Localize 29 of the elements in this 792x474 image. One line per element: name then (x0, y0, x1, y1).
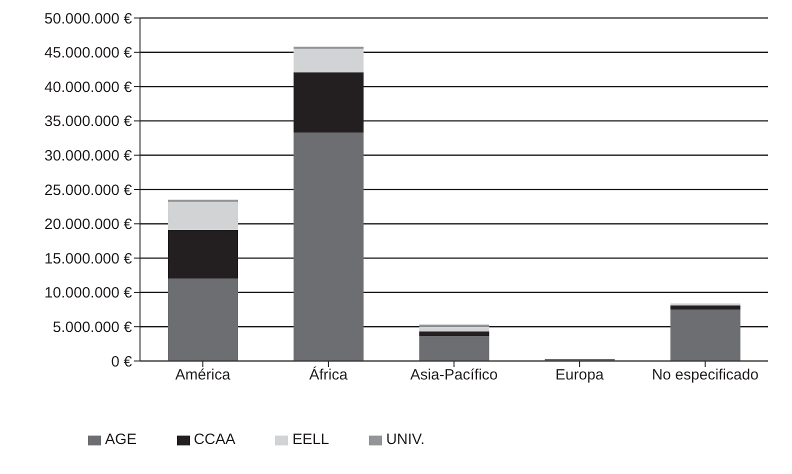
bar (419, 336, 490, 361)
bar (419, 326, 490, 332)
x-tick-label: África (309, 366, 348, 384)
bar (168, 202, 238, 230)
y-tick-label: 15.000.000 € (44, 250, 133, 268)
y-tick-label: 5.000.000 € (52, 319, 133, 336)
bar (419, 332, 490, 336)
bar (670, 305, 740, 310)
legend-label: EELL (292, 431, 330, 448)
x-tick-label: América (175, 366, 231, 384)
legend-label: AGE (105, 431, 137, 448)
x-tick-label: No especificado (652, 366, 759, 384)
y-tick-label: 50.000.000 € (44, 10, 133, 28)
bar (294, 132, 364, 361)
legend-label: CCAA (194, 431, 236, 448)
y-tick-label: 30.000.000 € (44, 148, 133, 165)
bar (294, 48, 364, 72)
y-tick-label: 10.000.000 € (44, 284, 133, 302)
bar (670, 310, 740, 361)
x-tick-label: Europa (555, 366, 604, 384)
x-tick-label: Asia-Pacífico (410, 366, 498, 384)
y-tick-label: 20.000.000 € (44, 216, 133, 234)
legend-label: UNIV. (386, 431, 425, 448)
y-tick-label: 25.000.000 € (44, 182, 133, 199)
y-tick-label: 0 € (111, 353, 133, 370)
y-tick-label: 35.000.000 € (44, 113, 133, 130)
y-tick-label: 45.000.000 € (44, 44, 133, 62)
y-tick-label: 40.000.000 € (44, 78, 133, 96)
bar (168, 278, 238, 361)
